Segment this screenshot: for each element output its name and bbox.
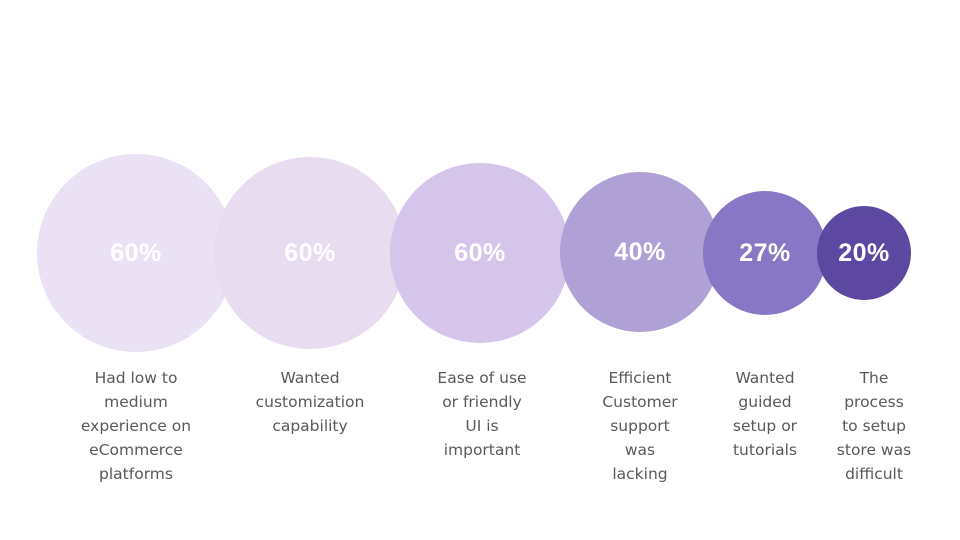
caption-line: support [610, 417, 670, 435]
bubble-caption: Had low to medium experience on eCommerce pl… [46, 366, 226, 486]
caption-line: The [859, 369, 889, 387]
bubble-circle: 60% [37, 154, 235, 352]
caption-line: Ease of use [437, 369, 527, 387]
bubble-value-label: 20% [838, 238, 890, 267]
bubble-value-label: 27% [739, 238, 791, 267]
bubble-caption: Ease of use or friendly UI is important [392, 366, 572, 462]
caption-line: eCommerce [89, 441, 183, 459]
caption-line: difficult [845, 465, 903, 483]
bubble-value-label: 60% [284, 238, 336, 267]
caption-line: medium [104, 393, 168, 411]
caption-line: experience on [80, 417, 192, 435]
caption-line: Had low to [94, 369, 178, 387]
caption-line: to setup [842, 417, 906, 435]
bubble-caption: Wanted customization capability [220, 366, 400, 438]
bubble-circle: 27% [703, 191, 827, 315]
caption-line: store was [836, 441, 912, 459]
caption-line: important [443, 441, 521, 459]
bubble-value-label: 60% [110, 238, 162, 267]
caption-line: lacking [612, 465, 668, 483]
bubble-circle: 40% [560, 172, 720, 332]
caption-line: process [844, 393, 904, 411]
bubble-value-label: 40% [614, 237, 666, 266]
caption-line: Customer [602, 393, 678, 411]
bubble-value-label: 60% [454, 238, 506, 267]
bubble-caption: Wanted guided setup or tutorials [675, 366, 855, 462]
caption-line: Efficient [608, 369, 672, 387]
caption-line: was [624, 441, 656, 459]
bubble-circle: 60% [390, 163, 570, 343]
caption-line: setup or [732, 417, 798, 435]
bubble-caption: The process to setup store was difficult [784, 366, 960, 486]
caption-line: UI is [465, 417, 499, 435]
caption-line: capability [272, 417, 348, 435]
caption-line: or friendly [442, 393, 522, 411]
caption-line: Wanted [735, 369, 795, 387]
caption-line: tutorials [732, 441, 798, 459]
caption-line: platforms [99, 465, 173, 483]
caption-line: Wanted [280, 369, 340, 387]
caption-line: guided [738, 393, 792, 411]
caption-line: customization [255, 393, 365, 411]
bubble-caption: Efficient Customer support was lacking [550, 366, 730, 486]
bubble-circle: 60% [214, 157, 406, 349]
bubble-circle: 20% [817, 206, 911, 300]
